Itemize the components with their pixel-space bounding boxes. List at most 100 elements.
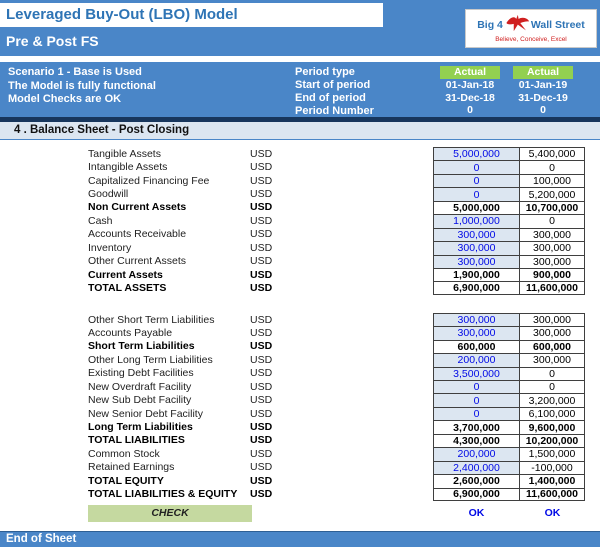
end-of-period-row: End of period 31-Dec-18 31-Dec-19 — [295, 92, 600, 105]
balance-sheet-row: Inventory USD 300,000 300,000 — [0, 241, 600, 255]
check-result-period1: OK — [468, 507, 485, 520]
value-cell-period1: 6,900,000 — [433, 487, 520, 501]
balance-sheet-row: Existing Debt Facilities USD 3,500,000 0 — [0, 366, 600, 380]
row-spacer — [310, 488, 433, 501]
row-spacer — [310, 201, 433, 214]
eagle-icon — [504, 14, 530, 35]
liabilities-equity-table: Other Short Term Liabilities USD 300,000… — [0, 312, 600, 501]
row-label: Retained Earnings — [88, 461, 175, 474]
row-unit: USD — [250, 268, 273, 281]
balance-sheet-row: Other Short Term Liabilities USD 300,000… — [0, 312, 600, 327]
row-label: Accounts Receivable — [88, 228, 187, 241]
balance-sheet-row: New Senior Debt Facility USD 0 6,100,000 — [0, 406, 600, 421]
row-label: Non Current Assets — [88, 201, 187, 214]
block-gap — [0, 295, 600, 313]
value-cell-period1: 600,000 — [433, 339, 520, 354]
start-of-period-value-2: 01-Jan-19 — [518, 78, 568, 91]
balance-sheet-row: Retained Earnings USD 2,400,000 -100,000 — [0, 460, 600, 475]
value-cell-period1[interactable]: 300,000 — [433, 326, 520, 340]
value-cell-period2: 0 — [520, 160, 585, 174]
value-cell-period2: 300,000 — [520, 227, 585, 242]
row-spacer — [310, 241, 433, 254]
scenario-status: Scenario 1 - Base is Used The Model is f… — [0, 62, 295, 117]
value-cell-period1[interactable]: 2,400,000 — [433, 460, 520, 475]
value-cell-period1[interactable]: 0 — [433, 187, 520, 201]
row-unit: USD — [250, 367, 273, 380]
row-unit: USD — [250, 201, 273, 214]
period-number-label: Period Number — [295, 104, 374, 117]
balance-sheet-row: Intangible Assets USD 0 0 — [0, 160, 600, 174]
end-of-period-value-1: 31-Dec-18 — [445, 91, 495, 104]
row-label: Other Short Term Liabilities — [88, 313, 215, 326]
row-spacer — [310, 147, 433, 160]
row-unit: USD — [250, 188, 273, 201]
value-cell-period1[interactable]: 0 — [433, 173, 520, 188]
sheet-header: Leveraged Buy-Out (LBO) Model Pre & Post… — [0, 0, 600, 56]
row-spacer — [310, 281, 433, 294]
value-cell-period1[interactable]: 0 — [433, 160, 520, 174]
value-cell-period2: 11,600,000 — [520, 487, 585, 501]
row-unit: USD — [250, 488, 273, 501]
end-of-sheet-bar: End of Sheet — [0, 530, 600, 547]
period-type-value-2: Actual — [513, 66, 573, 79]
row-label: New Overdraft Facility — [88, 380, 192, 393]
row-label: Current Assets — [88, 268, 163, 281]
row-spacer — [310, 255, 433, 268]
value-cell-period1: 3,700,000 — [433, 420, 520, 434]
value-cell-period1[interactable]: 300,000 — [433, 254, 520, 268]
value-cell-period2: 0 — [520, 214, 585, 228]
value-cell-period1[interactable]: 3,500,000 — [433, 366, 520, 380]
value-cell-period1[interactable]: 200,000 — [433, 447, 520, 461]
value-cell-period1[interactable]: 300,000 — [433, 241, 520, 255]
row-label: TOTAL LIABILITIES & EQUITY — [88, 488, 238, 501]
value-cell-period1[interactable]: 5,000,000 — [433, 147, 520, 161]
value-cell-period1[interactable]: 0 — [433, 393, 520, 407]
value-cell-period2: 300,000 — [520, 326, 585, 340]
section-title: 4 . Balance Sheet - Post Closing — [0, 122, 600, 140]
value-cell-period1[interactable]: 200,000 — [433, 353, 520, 367]
value-cell-period1[interactable]: 0 — [433, 406, 520, 421]
scenario-line-3: Model Checks are OK — [8, 93, 122, 105]
balance-sheet-row: Other Long Term Liabilities USD 200,000 … — [0, 353, 600, 367]
balance-sheet-row: TOTAL EQUITY USD 2,600,000 1,400,000 — [0, 474, 600, 488]
value-cell-period2: 300,000 — [520, 254, 585, 268]
row-label: Cash — [88, 214, 113, 227]
value-cell-period2: 1,500,000 — [520, 447, 585, 461]
value-cell-period2: 1,400,000 — [520, 474, 585, 488]
header-top-rule — [0, 0, 600, 3]
section-divider-bar — [0, 117, 600, 122]
period-type-label: Period type — [295, 66, 355, 79]
row-unit: USD — [250, 461, 273, 474]
value-cell-period2: 9,600,000 — [520, 420, 585, 434]
row-spacer — [310, 420, 433, 433]
row-label: Long Term Liabilities — [88, 421, 193, 434]
value-cell-period1: 2,600,000 — [433, 474, 520, 488]
value-cell-period2: 900,000 — [520, 267, 585, 282]
value-cell-period2: 300,000 — [520, 241, 585, 255]
row-spacer — [310, 228, 433, 241]
value-cell-period1: 6,900,000 — [433, 281, 520, 295]
balance-sheet-row: Goodwill USD 0 5,200,000 — [0, 187, 600, 201]
end-of-period-value-2: 31-Dec-19 — [518, 91, 568, 104]
row-unit: USD — [250, 340, 273, 353]
value-cell-period1[interactable]: 1,000,000 — [433, 214, 520, 228]
value-cell-period1[interactable]: 0 — [433, 380, 520, 394]
value-cell-period1[interactable]: 300,000 — [433, 227, 520, 242]
row-label: New Senior Debt Facility — [88, 407, 203, 420]
row-unit: USD — [250, 434, 273, 447]
row-spacer — [310, 174, 433, 187]
row-label: Goodwill — [88, 188, 129, 201]
balance-sheet-row: TOTAL LIABILITIES USD 4,300,000 10,200,0… — [0, 433, 600, 448]
row-unit: USD — [250, 353, 273, 366]
balance-sheet-row: Short Term Liabilities USD 600,000 600,0… — [0, 339, 600, 354]
period-number-row: Period Number 0 0 — [295, 104, 600, 117]
balance-sheet-row: Long Term Liabilities USD 3,700,000 9,60… — [0, 420, 600, 434]
row-spacer — [310, 268, 433, 281]
value-cell-period2: 6,100,000 — [520, 406, 585, 421]
row-spacer — [310, 160, 433, 173]
value-cell-period1[interactable]: 300,000 — [433, 312, 520, 327]
row-unit: USD — [250, 228, 273, 241]
end-of-period-label: End of period — [295, 91, 366, 104]
row-unit: USD — [250, 282, 273, 295]
